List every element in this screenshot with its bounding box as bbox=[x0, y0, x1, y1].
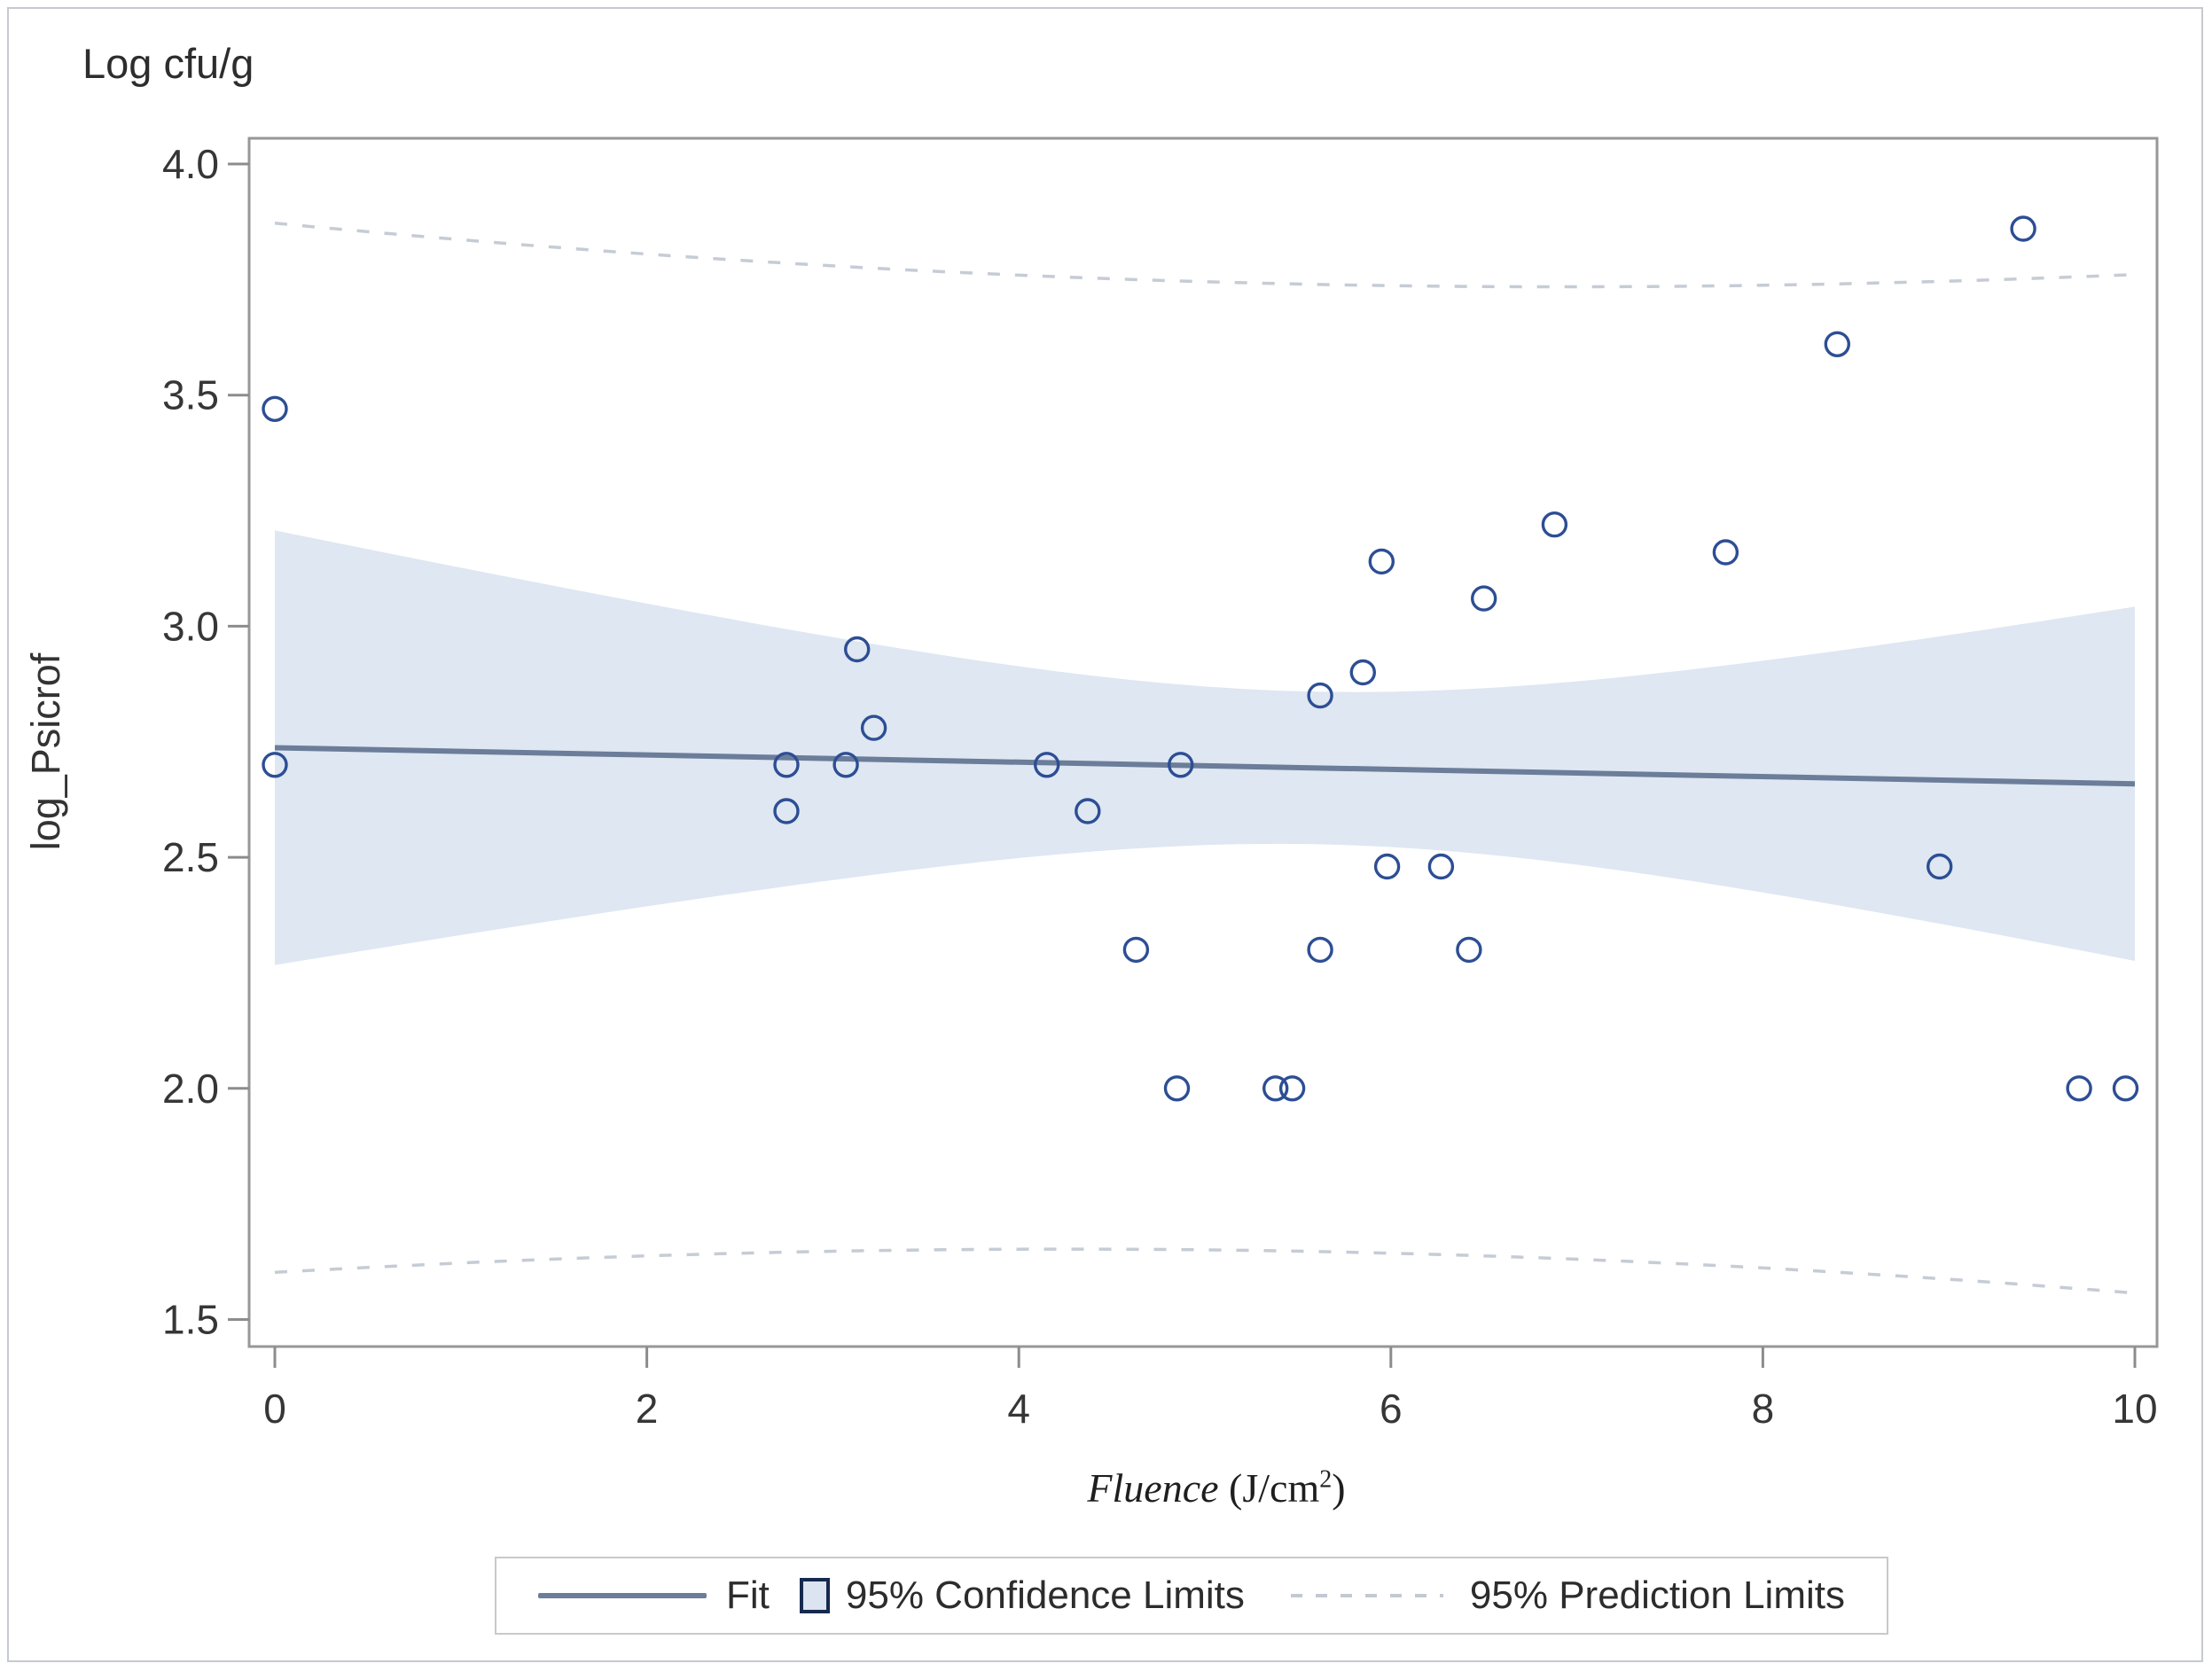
y-tick-label: 4.0 bbox=[162, 141, 219, 187]
prediction-limit-upper bbox=[274, 221, 2136, 289]
scatter-point bbox=[1122, 936, 1150, 964]
x-axis-label-superscript: 2 bbox=[1319, 1465, 1333, 1494]
scatter-point bbox=[1427, 853, 1455, 880]
fit-line bbox=[274, 745, 2136, 787]
scatter-point bbox=[1824, 331, 1851, 357]
scatter-point bbox=[2010, 215, 2036, 242]
scatter-point bbox=[1307, 682, 1333, 709]
scatter-point bbox=[262, 752, 288, 778]
scatter-point bbox=[1541, 511, 1568, 538]
x-tick-label: 8 bbox=[1752, 1386, 1775, 1432]
chart-title: Log cfu/g bbox=[82, 40, 254, 87]
y-tick-label: 2.0 bbox=[162, 1066, 219, 1112]
legend: Fit 95% Confidence Limits 95% Prediction… bbox=[495, 1557, 1888, 1635]
scatter-point bbox=[262, 395, 288, 422]
prediction-line-swatch-icon bbox=[1290, 1594, 1443, 1597]
scatter-point bbox=[1456, 936, 1482, 964]
scatter-point bbox=[844, 636, 871, 663]
scatter-point bbox=[1926, 853, 1953, 880]
x-axis-label-unit-suffix: ) bbox=[1332, 1465, 1346, 1511]
y-tick-label: 1.5 bbox=[162, 1297, 219, 1343]
legend-fit-label: Fit bbox=[726, 1573, 770, 1617]
scatter-point bbox=[1163, 1075, 1191, 1102]
legend-prediction-label: 95% Prediction Limits bbox=[1469, 1573, 1845, 1617]
scatter-point bbox=[832, 752, 859, 778]
scatter-point bbox=[2112, 1075, 2139, 1102]
y-tick-label: 3.0 bbox=[162, 603, 219, 649]
scatter-point bbox=[1167, 752, 1194, 778]
prediction-limit-lower bbox=[274, 1247, 2136, 1295]
x-axis-label: Fluence (J/cm2) bbox=[1087, 1464, 1345, 1511]
x-tick-label: 6 bbox=[1380, 1386, 1403, 1432]
plot-frame bbox=[247, 137, 2159, 1348]
y-tick-label: 2.5 bbox=[162, 834, 219, 880]
scatter-point bbox=[1033, 752, 1060, 778]
confidence-limits-swatch-icon bbox=[799, 1578, 830, 1613]
fit-line-swatch-icon bbox=[538, 1593, 707, 1598]
x-tick-label: 0 bbox=[263, 1386, 286, 1432]
x-tick-label: 10 bbox=[2112, 1386, 2157, 1432]
x-tick-label: 2 bbox=[636, 1386, 659, 1432]
scatter-point bbox=[773, 752, 800, 778]
scatter-point bbox=[1262, 1075, 1289, 1102]
x-axis-label-name: Fluence bbox=[1087, 1465, 1219, 1511]
scatter-point bbox=[1349, 659, 1377, 686]
scatter-point bbox=[1470, 585, 1497, 612]
scatter-point bbox=[1373, 853, 1401, 880]
scatter-point bbox=[1307, 936, 1333, 964]
scatter-point bbox=[1278, 1075, 1306, 1102]
scatter-point bbox=[1712, 539, 1739, 566]
scatter-point bbox=[860, 714, 887, 741]
x-tick-label: 4 bbox=[1007, 1386, 1030, 1432]
scatter-point bbox=[1368, 548, 1395, 575]
confidence-band bbox=[275, 530, 2135, 965]
scatter-point bbox=[773, 798, 800, 824]
x-axis-label-unit-prefix: (J/cm bbox=[1218, 1465, 1320, 1511]
scatter-point bbox=[2066, 1075, 2092, 1102]
scatter-point bbox=[1075, 798, 1101, 824]
legend-confidence-label: 95% Confidence Limits bbox=[845, 1573, 1245, 1617]
y-tick-label: 3.5 bbox=[162, 372, 219, 418]
